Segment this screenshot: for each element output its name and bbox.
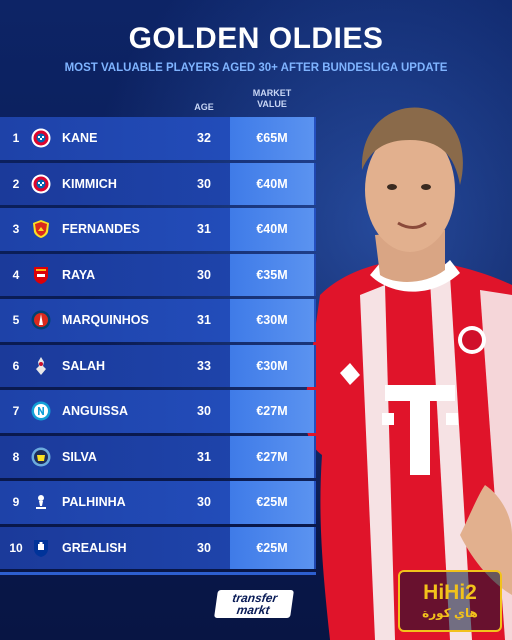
column-header-age: AGE [194, 102, 214, 112]
arsenal-crest-icon [31, 265, 51, 285]
player-age: 30 [197, 267, 211, 282]
market-value: €25M [230, 481, 314, 524]
market-value: €30M [230, 299, 314, 342]
rank-number: 6 [12, 358, 20, 373]
player-name: MARQUINHOS [62, 313, 149, 328]
player-age: 33 [197, 358, 211, 373]
rank-number: 3 [12, 222, 20, 237]
table-row: 9 PALHINHA 30 €25M [0, 481, 316, 524]
player-name: RAYA [62, 267, 96, 282]
table-row: 3 FERNANDES 31 €40M [0, 208, 316, 251]
market-value: €40M [230, 208, 314, 251]
market-value: €35M [230, 253, 314, 296]
player-age: 31 [197, 222, 211, 237]
transfermarkt-logo: transfer markt [214, 590, 294, 618]
market-value: €27M [230, 390, 314, 433]
napoli-crest-icon [31, 401, 51, 421]
everton-crest-icon [31, 538, 51, 558]
rank-number: 4 [12, 267, 20, 282]
player-photo [300, 95, 512, 640]
player-name: PALHINHA [62, 495, 126, 510]
transfermarkt-logo-line2: markt [235, 603, 271, 617]
player-name: KANE [62, 131, 98, 146]
market-value: €27M [230, 435, 314, 478]
rank-number: 9 [12, 495, 20, 510]
bayern-munich-crest-icon [31, 174, 51, 194]
market-value: €65M [230, 117, 314, 160]
table-base-line [0, 572, 316, 575]
psg-crest-icon [31, 310, 51, 330]
table-row: 1 KANE 32 €65M [0, 117, 316, 160]
market-value: €30M [230, 344, 314, 387]
player-age: 30 [197, 495, 211, 510]
column-header-market-value: MARKET VALUE [230, 88, 314, 110]
player-name: KIMMICH [62, 176, 117, 191]
page-title: GOLDEN OLDIES [128, 22, 384, 55]
table-row: 6 SALAH 33 €30M [0, 344, 316, 387]
rank-number: 5 [12, 313, 20, 328]
player-name: FERNANDES [62, 222, 140, 237]
liverpool-crest-icon [31, 356, 51, 376]
tottenham-crest-icon [31, 492, 51, 512]
hihi2-watermark-main: HiHi2 [423, 581, 477, 604]
player-name: GREALISH [62, 540, 127, 555]
player-age: 31 [197, 449, 211, 464]
player-age: 31 [197, 313, 211, 328]
player-name: ANGUISSA [62, 404, 128, 419]
player-age: 30 [197, 404, 211, 419]
player-name: SILVA [62, 449, 97, 464]
manchester-city-crest-icon [31, 447, 51, 467]
rank-number: 1 [12, 131, 20, 146]
table-row: 2 KIMMICH 30 €40M [0, 162, 316, 205]
rank-number: 10 [9, 540, 23, 555]
table-row: 5 MARQUINHOS 31 €30M [0, 299, 316, 342]
page-subtitle: MOST VALUABLE PLAYERS AGED 30+ AFTER BUN… [64, 62, 448, 74]
hihi2-watermark-sub: هاي كورة [422, 606, 478, 620]
player-name: SALAH [62, 358, 106, 373]
column-header-market-value-line2: VALUE [257, 99, 287, 109]
table-row: 7 ANGUISSA 30 €27M [0, 390, 316, 433]
rank-number: 7 [12, 404, 20, 419]
hihi2-watermark: HiHi2 هاي كورة [398, 570, 502, 632]
market-value: €40M [230, 162, 314, 205]
ranking-table: 1 KANE 32 €65M 2 KIMMICH 30 €40M 3 FERNANDES 31 €40… [0, 117, 316, 572]
market-value: €25M [230, 526, 314, 569]
table-row: 10 GREALISH 30 €25M [0, 526, 316, 569]
column-header-market-value-line1: MARKET [252, 88, 292, 98]
table-row: 4 RAYA 30 €35M [0, 253, 316, 296]
bayern-munich-crest-icon [31, 128, 51, 148]
rank-number: 8 [12, 449, 20, 464]
rank-number: 2 [12, 176, 20, 191]
player-age: 30 [197, 176, 211, 191]
player-age: 30 [197, 540, 211, 555]
table-row: 8 SILVA 31 €27M [0, 435, 316, 478]
player-age: 32 [197, 131, 211, 146]
manchester-united-crest-icon [31, 219, 51, 239]
